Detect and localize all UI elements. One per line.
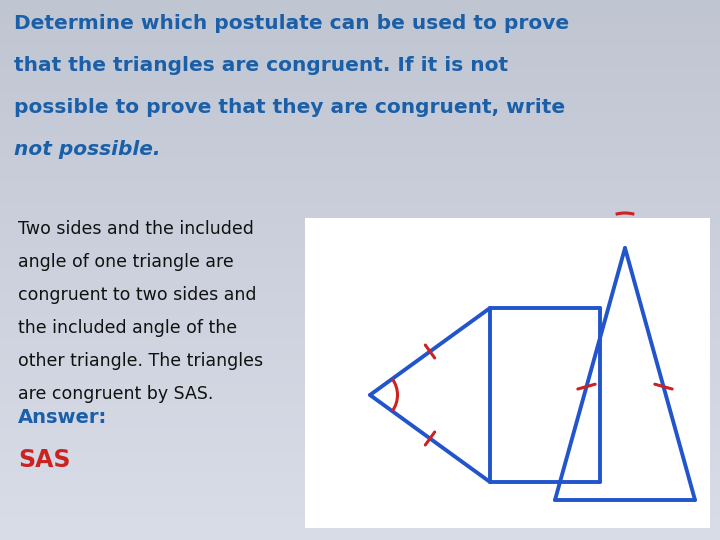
Text: congruent to two sides and: congruent to two sides and xyxy=(18,286,256,304)
Text: SAS: SAS xyxy=(18,448,71,472)
Text: not possible.: not possible. xyxy=(14,140,161,159)
Text: possible to prove that they are congruent, write: possible to prove that they are congruen… xyxy=(14,98,565,117)
Text: Two sides and the included: Two sides and the included xyxy=(18,220,254,238)
Text: are congruent by SAS.: are congruent by SAS. xyxy=(18,385,213,403)
Text: other triangle. The triangles: other triangle. The triangles xyxy=(18,352,263,370)
Text: angle of one triangle are: angle of one triangle are xyxy=(18,253,234,271)
Text: the included angle of the: the included angle of the xyxy=(18,319,237,337)
Text: Answer:: Answer: xyxy=(18,408,107,427)
Text: that the triangles are congruent. If it is not: that the triangles are congruent. If it … xyxy=(14,56,508,75)
Text: Determine which postulate can be used to prove: Determine which postulate can be used to… xyxy=(14,14,569,33)
Bar xyxy=(305,218,710,528)
